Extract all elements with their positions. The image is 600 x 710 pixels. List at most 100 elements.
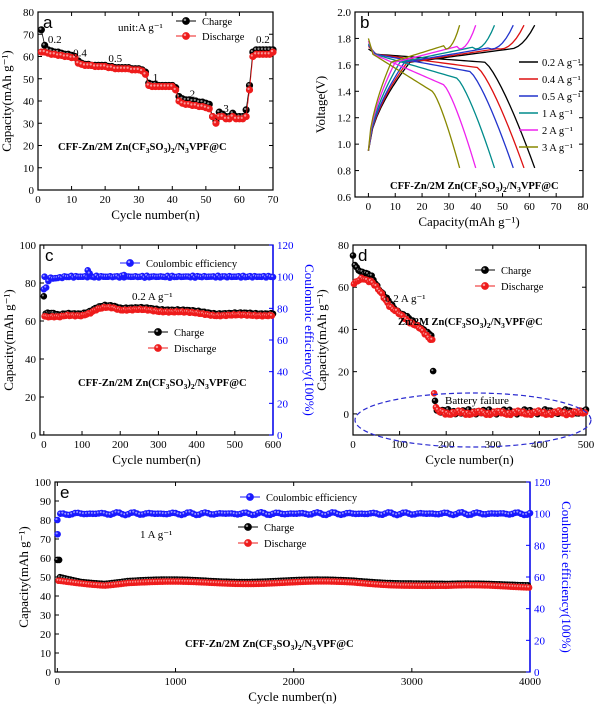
y-tick-label: 80	[338, 240, 350, 252]
ce-point-highlight	[403, 510, 407, 513]
x-tick-label: 0	[55, 676, 61, 688]
charge-point-highlight	[351, 253, 354, 256]
text-run: SO	[482, 181, 496, 192]
y-tick-label: 60	[338, 282, 350, 294]
discharge-point-highlight	[521, 409, 524, 412]
panel-letter: d	[358, 246, 367, 265]
ce-point-highlight	[90, 511, 93, 514]
panel-a: 0 10 20 30 40 50 60 70 0 10 20 30 40 50 60 70 80 Cycle nu…	[0, 7, 279, 222]
x-tick-label: 50	[497, 201, 509, 213]
ce-point	[41, 273, 48, 280]
ce-point	[54, 530, 61, 538]
discharge-point	[430, 389, 438, 397]
text-run: SO	[466, 317, 480, 328]
point-discharge-highlight	[126, 66, 129, 69]
y2-tick-label: 60	[534, 572, 546, 584]
ce-point-highlight	[84, 511, 88, 515]
ce-point-highlight	[415, 511, 418, 514]
ce-point-highlight	[463, 511, 466, 514]
charge-point-highlight	[365, 271, 369, 274]
point-discharge-highlight	[237, 116, 240, 119]
ce-point-highlight	[276, 511, 280, 514]
panel-annotation: CFF-Zn/2M Zn(CF3SO3)2/N3VPF@C	[185, 639, 354, 652]
ce-point-highlight	[460, 510, 463, 513]
y-tick-label: 40	[23, 96, 35, 108]
ce-point-highlight	[483, 512, 486, 515]
y-tick-label: 60	[25, 316, 37, 328]
y2-axis-label: Coulombic efficiency(100%)	[559, 501, 574, 653]
ce-point-highlight	[197, 512, 200, 515]
point-discharge-highlight	[243, 114, 247, 117]
discharge-point-highlight	[433, 405, 437, 408]
ce-point-highlight	[522, 513, 525, 516]
ce-point-highlight	[185, 510, 188, 513]
point-discharge-highlight	[207, 106, 210, 109]
plot-frame	[352, 244, 587, 436]
x-tick-label: 0	[41, 439, 47, 451]
ce-point-highlight	[149, 511, 153, 514]
point-discharge-highlight	[59, 53, 62, 56]
legend-discharge-marker-highlight	[155, 345, 159, 349]
ce-point-highlight	[285, 511, 288, 515]
ce-point-highlight	[398, 512, 401, 515]
rate-label: 0.2	[48, 34, 62, 46]
discharge-point-highlight	[430, 337, 433, 340]
y-tick-label: 0.6	[337, 192, 351, 204]
ce-point	[526, 509, 534, 517]
discharge-curve	[367, 43, 496, 169]
x-tick-label: 0	[35, 194, 41, 206]
discharge-point-highlight	[376, 287, 379, 290]
y-tick-label: 60	[23, 52, 35, 64]
discharge-point	[525, 584, 533, 591]
ce-point-highlight	[85, 268, 88, 271]
text-run: VPF@C	[209, 378, 247, 389]
ce-point-highlight	[122, 273, 125, 276]
ce-point-highlight	[291, 511, 294, 514]
ce-point-highlight	[350, 511, 353, 514]
charge-point-highlight	[446, 407, 449, 410]
ce-point-highlight	[371, 510, 374, 514]
legend-discharge-label: Discharge	[202, 32, 245, 43]
ce-point-highlight	[297, 511, 300, 514]
discharge-point-highlight	[394, 308, 397, 311]
point-discharge-highlight	[123, 66, 126, 69]
discharge-point-highlight	[527, 585, 530, 588]
legend-ce-marker-highlight	[247, 494, 251, 498]
ce-point-highlight	[424, 511, 427, 514]
rate-label: 3	[223, 103, 229, 115]
ce-point-highlight	[244, 510, 247, 513]
text-run: )	[167, 142, 171, 153]
point-discharge-highlight	[260, 52, 264, 55]
ce-point-highlight	[76, 510, 79, 514]
ce-point-highlight	[279, 511, 283, 515]
panel-b: 0 10 20 30 40 50 60 70 80 0.6 0.8 1.0 1.2 1.4 1.6 1.8 2.…	[313, 7, 589, 229]
point-charge-highlight	[257, 47, 260, 50]
discharge-point-highlight	[389, 305, 392, 308]
x-tick-label: 200	[438, 439, 455, 451]
text-run: CFF-Zn/2M Zn(CF	[390, 181, 478, 192]
ce-point-highlight	[454, 512, 457, 515]
y-tick-label: 10	[40, 648, 52, 660]
discharge-curve	[368, 48, 536, 169]
legend-charge-label: Charge	[202, 17, 232, 28]
x-tick-label: 300	[150, 439, 167, 451]
ce-point-highlight	[318, 511, 321, 514]
rate-label: 0.4	[73, 48, 87, 60]
x-tick-label: 10	[66, 194, 78, 206]
y-tick-label: 40	[40, 591, 52, 603]
point-charge-highlight	[267, 47, 270, 50]
point-discharge-highlight	[240, 116, 243, 119]
point-discharge	[141, 70, 150, 78]
ce-point-highlight	[383, 511, 386, 514]
ce-point-highlight	[44, 285, 47, 288]
point-discharge-highlight	[42, 49, 45, 53]
rate-label: 0.5	[108, 53, 122, 65]
discharge-point-highlight	[456, 408, 459, 411]
legend-discharge-label: Discharge	[174, 344, 217, 355]
x-tick-label: 3000	[401, 676, 424, 688]
ce-point-highlight	[79, 511, 82, 514]
ce-point-highlight	[203, 510, 206, 513]
point-discharge-highlight	[139, 68, 143, 72]
point-discharge-highlight	[230, 114, 233, 117]
charge-point	[349, 252, 357, 259]
